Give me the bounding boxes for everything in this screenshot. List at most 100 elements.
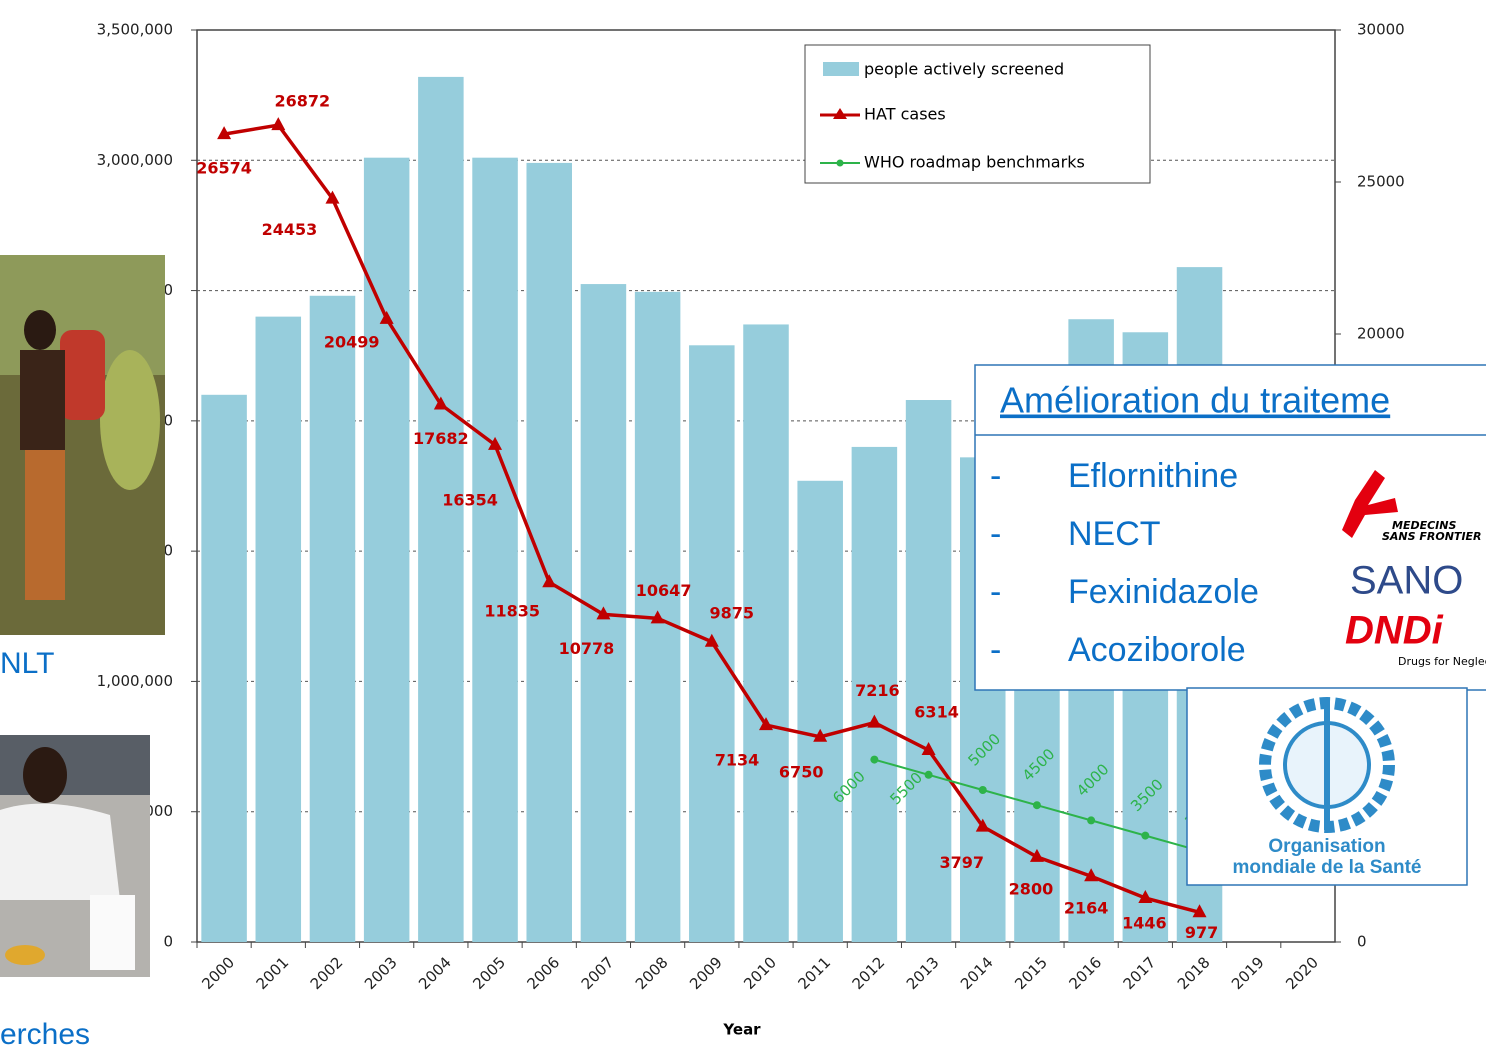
photo-paper	[90, 895, 135, 970]
marker	[271, 117, 285, 130]
legend-swatch	[837, 160, 844, 167]
item-text: Fexinidazole	[1068, 573, 1259, 611]
x-tick-label: 2018	[1174, 953, 1214, 993]
data-label: 10778	[559, 639, 615, 658]
marker	[979, 786, 987, 794]
who-logo: Organisation mondiale de la Santé	[1187, 688, 1467, 885]
item-text: Acoziborole	[1068, 631, 1246, 669]
data-label: 3797	[939, 853, 984, 872]
photo-legs	[25, 450, 65, 600]
item-text: NECT	[1068, 515, 1161, 553]
x-tick-label: 2004	[415, 953, 455, 993]
data-label: 1446	[1122, 914, 1167, 933]
x-tick-label: 2009	[686, 953, 726, 993]
data-label: 17682	[413, 429, 469, 448]
marker	[925, 771, 933, 779]
x-tick-label: 2001	[253, 953, 293, 993]
item-bullet: -	[990, 631, 1001, 669]
bar	[526, 163, 572, 942]
data-label: 10647	[636, 581, 692, 600]
y2-tick-label: 20000	[1357, 325, 1405, 343]
logo-text: Drugs for Neglecte	[1398, 655, 1486, 668]
bar	[256, 317, 302, 942]
x-tick-label: 2014	[957, 953, 997, 993]
photo-body	[20, 350, 65, 450]
y-tick-label: 1,000,000	[97, 672, 173, 690]
data-label: 977	[1185, 923, 1218, 942]
photo-head	[23, 747, 67, 803]
photo-caption: NLT	[0, 647, 54, 680]
photo-head	[24, 310, 56, 350]
x-tick-label: 2002	[307, 953, 347, 993]
who-text: Organisation	[1268, 836, 1385, 857]
x-tick-label: 2013	[903, 953, 943, 993]
y2-tick-label: 30000	[1357, 21, 1405, 39]
marker	[1087, 816, 1095, 824]
x-tick-label: 2020	[1282, 953, 1322, 993]
x-axis-label: Year	[722, 1021, 761, 1039]
x-tick-label: 2012	[849, 953, 889, 993]
treatment-box: Amélioration du traiteme - Eflornithine - N…	[975, 365, 1486, 690]
y2-tick-label: 25000	[1357, 173, 1405, 191]
bar	[364, 158, 410, 942]
who-text: mondiale de la Santé	[1233, 857, 1422, 878]
legend-label: people actively screened	[864, 60, 1064, 79]
x-tick-label: 2000	[198, 953, 238, 993]
data-label: 9875	[710, 603, 755, 622]
x-tick-label: 2017	[1120, 953, 1160, 993]
y-tick-label: 0	[163, 933, 173, 951]
data-label: 26574	[196, 159, 252, 178]
photo-worker	[0, 255, 165, 635]
chart: Year people actively screened HAT cases …	[0, 0, 1486, 1055]
marker	[1033, 801, 1041, 809]
x-tick-label: 2007	[578, 953, 618, 993]
box-title: Amélioration du traiteme	[1000, 380, 1390, 421]
logo-dndi: DNDi	[1345, 609, 1444, 653]
legend: people actively screened HAT cases WHO r…	[805, 45, 1150, 183]
photo-leaf	[100, 350, 160, 490]
legend-swatch	[823, 62, 859, 76]
x-tick-label: 2019	[1228, 953, 1268, 993]
data-label: 20499	[324, 332, 380, 351]
bar	[797, 481, 843, 942]
bar	[201, 395, 247, 942]
y-tick-label: 3,500,000	[97, 21, 173, 39]
x-tick-label: 2005	[469, 953, 509, 993]
data-label: 16354	[442, 490, 498, 509]
item-text: Eflornithine	[1068, 457, 1238, 495]
marker	[870, 756, 878, 764]
x-tick-label: 2003	[361, 953, 401, 993]
legend-label: WHO roadmap benchmarks	[864, 153, 1085, 172]
bar	[472, 158, 518, 942]
photo-lab	[0, 735, 150, 977]
item-bullet: -	[990, 515, 1001, 553]
item-bullet: -	[990, 457, 1001, 495]
page: {"chart_data": {"type": "bar-line", "x_l…	[0, 0, 1486, 1055]
x-tick-label: 2011	[794, 953, 834, 993]
logo-sanofi: SANO	[1350, 559, 1463, 603]
photo-object	[5, 945, 45, 965]
data-label: 6750	[779, 762, 824, 781]
data-label: 11835	[484, 602, 540, 621]
x-tick-label: 2015	[1011, 953, 1051, 993]
x-tick-label: 2010	[740, 953, 780, 993]
data-label: 6314	[914, 703, 959, 722]
legend-label: HAT cases	[864, 105, 946, 124]
bar	[418, 77, 464, 942]
photo-coat	[0, 804, 120, 900]
data-label: 7216	[855, 681, 900, 700]
item-bullet: -	[990, 573, 1001, 611]
data-label: 2800	[1009, 879, 1054, 898]
photo-wall	[0, 735, 150, 795]
bar	[743, 324, 789, 942]
x-tick-label: 2008	[632, 953, 672, 993]
data-label: 26872	[274, 92, 330, 111]
marker	[1141, 832, 1149, 840]
y2-tick-label: 0	[1357, 933, 1367, 951]
data-label: 2164	[1064, 899, 1109, 918]
data-label: 24453	[262, 220, 318, 239]
logo-text: SANS FRONTIER	[1382, 530, 1482, 543]
data-label: 7134	[715, 751, 760, 770]
bar	[310, 296, 356, 942]
x-tick-label: 2016	[1065, 953, 1105, 993]
